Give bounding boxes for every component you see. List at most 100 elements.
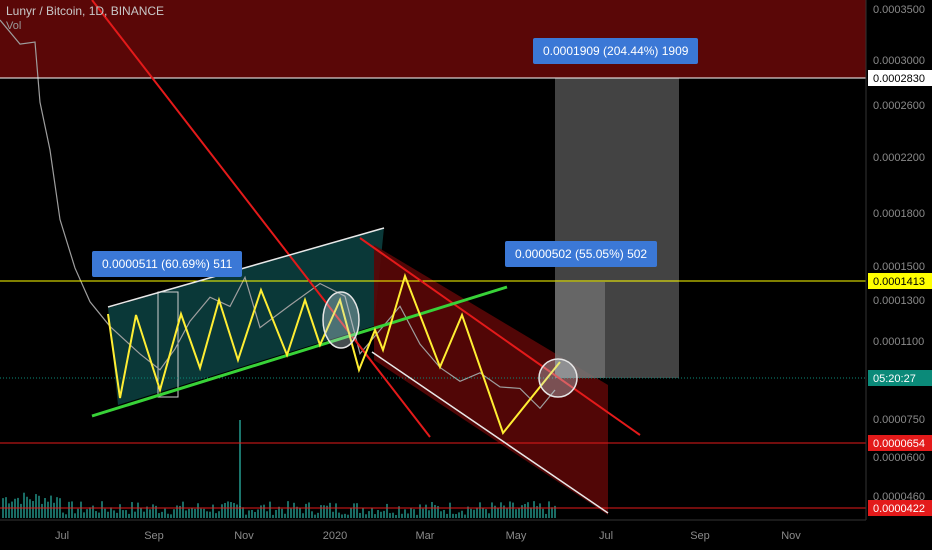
volume-bar <box>398 506 400 518</box>
measure-label-2[interactable]: 0.0001909 (204.44%) 1909 <box>533 38 699 64</box>
volume-bar <box>524 503 526 518</box>
volume-bar <box>332 511 334 518</box>
volume-bar <box>464 514 466 518</box>
volume-bar <box>233 502 235 518</box>
volume-bar <box>272 514 274 518</box>
volume-bar <box>359 512 361 518</box>
volume-bar <box>188 508 190 518</box>
volume-bar <box>527 502 529 518</box>
volume-bar <box>371 508 373 518</box>
volume-bar <box>434 504 436 518</box>
volume-bar <box>89 507 91 518</box>
volume-bar <box>86 509 88 518</box>
price-badge-label: 0.0000422 <box>873 503 925 515</box>
volume-bar <box>284 513 286 518</box>
volume-bar <box>410 508 412 518</box>
volume-bar <box>389 513 391 518</box>
price-badge: 0.0001413 <box>868 273 932 289</box>
volume-bar <box>413 509 415 518</box>
volume-bar <box>35 494 37 518</box>
support-trendline <box>91 285 508 418</box>
volume-bar <box>338 512 340 518</box>
volume-bar <box>203 508 205 518</box>
projection-zigzag <box>107 272 561 436</box>
volume-bar <box>80 501 82 518</box>
volume-bar <box>401 513 403 518</box>
volume-bar <box>11 501 13 518</box>
volume-bar <box>53 502 55 518</box>
volume-bar <box>530 507 532 518</box>
x-axis-tick-label: Jul <box>599 530 613 542</box>
y-axis-tick-label: 0.0002200 <box>873 152 925 164</box>
volume-bar <box>521 505 523 518</box>
volume-bar <box>515 509 517 518</box>
volume-bar <box>509 501 511 518</box>
y-axis-tick-label: 0.0001100 <box>873 336 924 348</box>
volume-bar <box>152 504 154 518</box>
volume-bar <box>212 504 214 518</box>
volume-bar <box>263 504 265 518</box>
volume-bar <box>488 513 490 518</box>
volume-bar <box>293 502 295 518</box>
volume-bar <box>422 508 424 518</box>
y-axis-tick-label: 0.0003500 <box>873 4 925 16</box>
rising-channel-fill <box>108 228 384 405</box>
volume-bar <box>542 508 544 518</box>
volume-bar <box>440 511 442 518</box>
volume-bar <box>29 499 31 518</box>
volume-bar <box>248 510 250 518</box>
volume-bar <box>230 502 232 518</box>
x-axis-tick-label: Nov <box>234 530 254 542</box>
volume-bar <box>308 502 310 518</box>
volume-bar <box>341 514 343 518</box>
volume-bar <box>470 508 472 518</box>
volume-bar <box>107 511 109 518</box>
descending-trendline <box>91 0 431 438</box>
price-badge: 0.0000654 <box>868 435 932 451</box>
volume-bar <box>455 514 457 518</box>
volume-bar <box>407 513 409 518</box>
measure-label-1[interactable]: 0.0000511 (60.69%) 511 <box>92 251 243 277</box>
price-badge: 0.0002830 <box>868 70 932 86</box>
price-badge-bg <box>868 370 932 386</box>
volume-bar <box>104 508 106 518</box>
volume-bar <box>20 503 22 518</box>
x-axis-tick-label: Jul <box>55 530 69 542</box>
volume-bar <box>506 508 508 518</box>
volume-bar <box>446 513 448 518</box>
volume-bar <box>146 506 148 518</box>
measure-label-3[interactable]: 0.0000502 (55.05%) 502 <box>505 241 658 267</box>
volume-bar <box>215 513 217 518</box>
volume-bar <box>236 504 238 518</box>
volume-bar <box>503 505 505 518</box>
volume-bar <box>92 505 94 518</box>
y-axis-tick-label: 0.0001300 <box>873 295 925 307</box>
volume-bar <box>482 507 484 518</box>
volume-bar <box>299 508 301 518</box>
volume-bar <box>158 513 160 518</box>
volume-bar <box>404 509 406 518</box>
volume-bar <box>311 511 313 518</box>
volume-bar <box>281 508 283 518</box>
volume-bar <box>347 514 349 518</box>
volume-bar <box>383 510 385 518</box>
price-badge-label: 0.0002830 <box>873 73 925 85</box>
volume-bar <box>116 512 118 518</box>
volume-bar <box>392 512 394 518</box>
volume-bar <box>539 503 541 518</box>
volume-bar <box>473 509 475 518</box>
volume-bar <box>290 508 292 518</box>
volume-bar <box>101 501 103 518</box>
volume-bar <box>461 510 463 518</box>
volume-bar <box>275 509 277 518</box>
volume-bar <box>47 501 49 518</box>
volume-bar <box>218 511 220 518</box>
volume-bar <box>209 511 211 518</box>
volume-bar <box>287 501 289 518</box>
volume-bar <box>164 508 166 518</box>
volume-bar <box>62 512 64 518</box>
volume-bar <box>554 505 556 518</box>
volume-bar <box>344 513 346 518</box>
volume-bar <box>161 511 163 518</box>
volume-bar <box>476 507 478 518</box>
